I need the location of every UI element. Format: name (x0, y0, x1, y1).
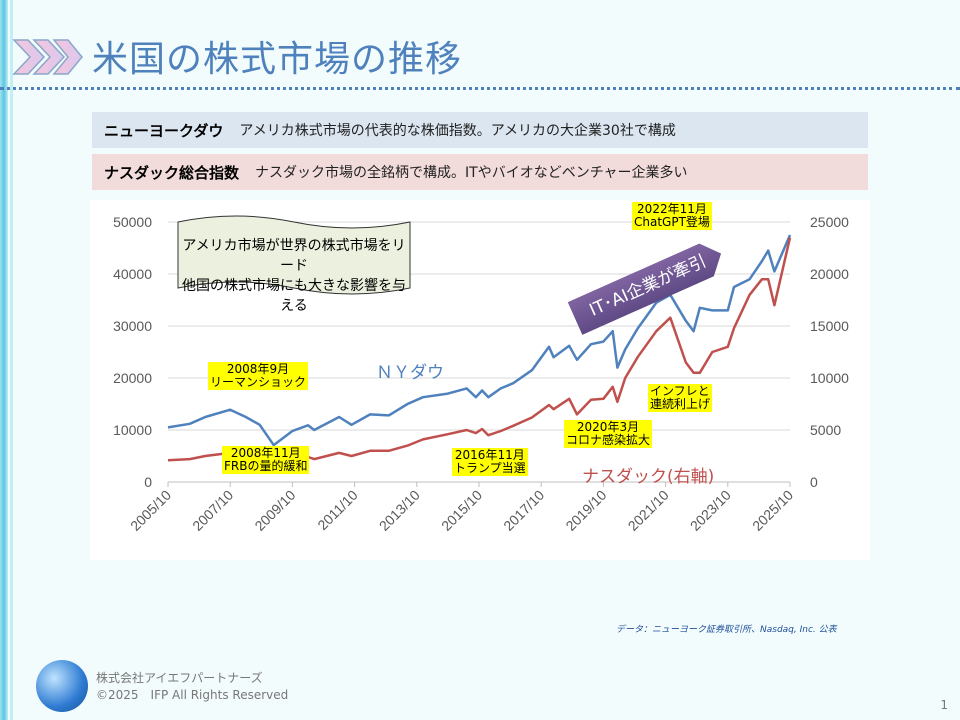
footer-company: 株式会社アイエフパートナーズ ©2025 IFP All Rights Rese… (96, 670, 288, 704)
annotation-covid: 2020年3月 コロナ感染拡大 (564, 420, 653, 448)
company-logo (36, 660, 88, 712)
callout-text: アメリカ市場が世界の株式市場をリード 他国の株式市場にも大きな影響を与える (176, 236, 412, 316)
definition-desc: アメリカ株式市場の代表的な株価指数。アメリカの大企業30社で構成 (239, 123, 676, 139)
y-left-tick: 50000 (113, 214, 152, 230)
annotation-trump: 2016年11月 トランプ当選 (452, 448, 528, 476)
annotation-lehman: 2008年9月 リーマンショック (208, 362, 309, 390)
title-divider (0, 87, 960, 90)
x-tick-label: 2023/10 (687, 487, 734, 534)
page-title: 米国の株式市場の推移 (92, 39, 463, 80)
definition-nasdaq: ナスダック総合指数 ナスダック市場の全銘柄で構成。ITやバイオなどベンチャー企業… (92, 154, 868, 190)
y-left-tick: 30000 (113, 318, 152, 334)
y-right-tick: 5000 (810, 422, 841, 438)
x-tick-label: 2025/10 (749, 487, 796, 534)
x-tick-label: 2005/10 (127, 487, 174, 534)
x-tick-label: 2009/10 (251, 487, 298, 534)
page-number: 1 (940, 698, 948, 712)
annotation-inflation: インフレと 連続利上げ (648, 384, 713, 412)
callout-line: 他国の株式市場にも大きな影響を与える (182, 278, 406, 314)
chart-svg: 0 0 10000 5000 20000 10000 30000 15000 40000 2000… (113, 214, 849, 534)
annotation-qe: 2008年11月 FRBの量的緩和 (222, 446, 310, 474)
x-tick-label: 2007/10 (189, 487, 236, 534)
dow-line (167, 234, 792, 447)
y-left-tick: 40000 (113, 266, 152, 282)
definition-term: ナスダック総合指数 (104, 163, 240, 182)
company-name: 株式会社アイエフパートナーズ (96, 671, 263, 685)
legend-dow: ＮＹダウ (376, 363, 444, 383)
x-tick-label: 2013/10 (376, 487, 423, 534)
stock-chart: 0 0 10000 5000 20000 10000 30000 15000 40000 2000… (90, 200, 870, 560)
x-tick-label: 2011/10 (314, 487, 361, 534)
callout-banner (177, 215, 411, 295)
x-tick-label: 2015/10 (438, 487, 485, 534)
definition-desc: ナスダック市場の全銘柄で構成。ITやバイオなどベンチャー企業多い (255, 165, 688, 181)
callout-line: アメリカ市場が世界の株式市場をリード (182, 238, 406, 274)
x-tick-label: 2021/10 (625, 487, 672, 534)
definition-term: ニューヨークダウ (104, 121, 224, 140)
y-right-tick: 25000 (810, 214, 849, 230)
y-right-tick: 20000 (810, 266, 849, 282)
chevron-title-icon (12, 39, 83, 75)
x-tick-label: 2019/10 (562, 487, 609, 534)
y-right-tick: 10000 (810, 370, 849, 386)
legend-nasdaq: ナスダック(右軸) (582, 467, 715, 487)
left-decoration-bar (0, 0, 8, 720)
y-left-tick: 10000 (113, 422, 152, 438)
data-source: データ：ニューヨーク証券取引所、Nasdaq, Inc. 公表 (616, 625, 837, 635)
y-left-tick: 20000 (113, 370, 152, 386)
copyright: ©2025 IFP All Rights Reserved (96, 688, 289, 702)
y-left-tick: 0 (144, 474, 152, 490)
definition-dow: ニューヨークダウ アメリカ株式市場の代表的な株価指数。アメリカの大企業30社で構… (92, 112, 868, 148)
y-right-tick: 15000 (810, 318, 849, 334)
annotation-chatgpt: 2022年11月 ChatGPT登場 (632, 202, 712, 230)
left-decoration-line (10, 0, 13, 720)
x-tick-label: 2017/10 (500, 487, 547, 534)
y-right-tick: 0 (810, 474, 818, 490)
